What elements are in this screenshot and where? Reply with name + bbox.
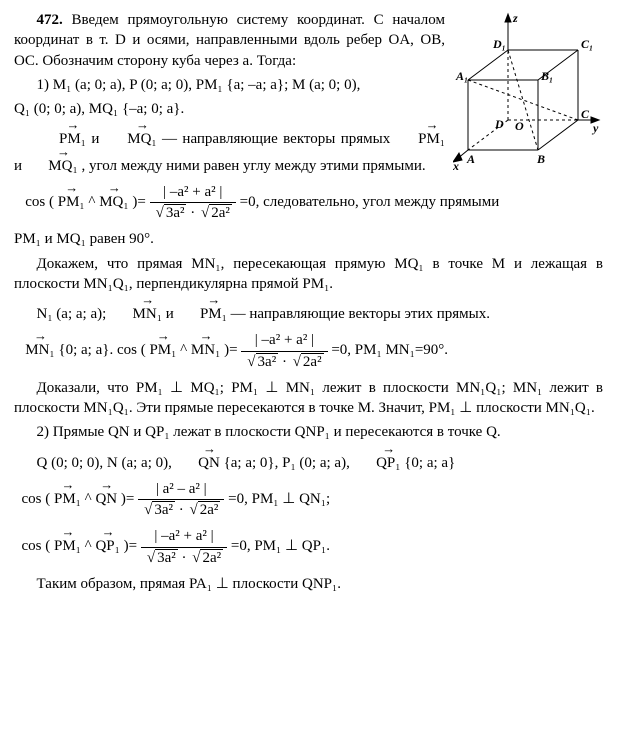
axis-x-label: x <box>453 159 459 170</box>
problem-number: 472. <box>37 12 63 28</box>
vertex-b1: B₁ <box>540 69 553 83</box>
vertex-d1: D₁ <box>492 37 506 51</box>
pm1-mq1-90: PM₁ и MQ₁ равен 90°. <box>14 229 603 249</box>
vertex-a1: A₁ <box>455 69 468 83</box>
vertex-d: D <box>494 117 504 131</box>
vector-mq1-2: →MQ₁ <box>26 150 78 176</box>
cos-formula-2: →MN₁ {0; a; a}. cos ( →PM₁ ^ →MN₁ )= | –… <box>14 330 603 372</box>
cube-figure: z D₁ C₁ A₁ B₁ D O C y A B x <box>453 10 603 170</box>
cos-formula-3: cos ( →PM₁ ^ →QN )= | a² – a² | 3a² · 2a… <box>14 479 603 521</box>
cos-formula-4: cos ( →PM₁ ^ →QP₁ )= | –a² + a² | 3a² · … <box>14 526 603 568</box>
intro-text: Введем прямоугольную систему координат. … <box>14 12 445 69</box>
vertex-c: C <box>581 107 590 121</box>
final-conclusion: Таким образом, прямая PA₁ ⊥ плоскости QN… <box>14 574 603 594</box>
vertex-a: A <box>466 152 475 166</box>
vertex-b: B <box>536 152 545 166</box>
vector-mq1: →MQ₁ <box>105 123 157 149</box>
vertex-c1: C₁ <box>581 37 593 51</box>
axis-z-label: z <box>512 11 518 25</box>
axis-y-label: y <box>591 121 599 135</box>
q-coords-line: Q (0; 0; 0), N (a; a; 0), →QN {a; a; 0},… <box>14 447 603 473</box>
vector-pm1-2: →PM₁ <box>396 123 445 149</box>
part2-text: 2) Прямые QN и QP₁ лежат в плоскости QNP… <box>14 422 603 442</box>
prove-text: Докажем, что прямая MN₁, пересекающая пр… <box>14 254 603 295</box>
vertex-o: O <box>515 119 524 133</box>
cos-formula-1: cos ( →PM₁ ^ →MQ₁ )= | –a² + a² | 3a² · … <box>14 182 603 224</box>
n1-line: N₁ (a; a; a); →MN₁ и →PM₁ — направляющие… <box>14 298 603 324</box>
proved-text: Доказали, что PM₁ ⊥ MQ₁; PM₁ ⊥ MN₁ лежит… <box>14 378 603 419</box>
